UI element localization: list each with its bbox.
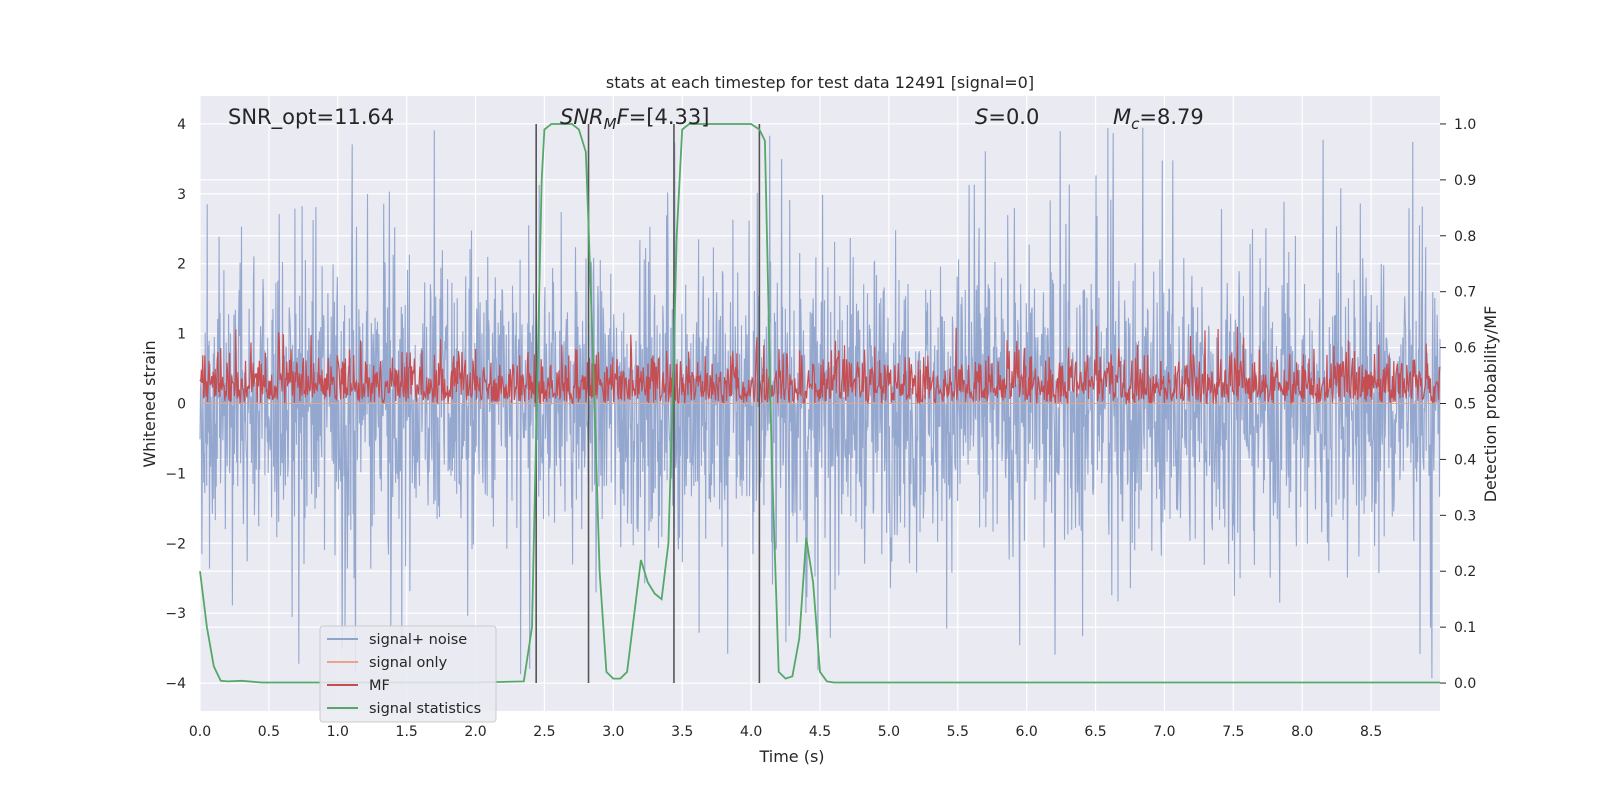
y2-tick-label: 0.2 <box>1454 564 1476 580</box>
y-tick-label: 3 <box>177 187 186 203</box>
y-tick-label: −2 <box>165 536 186 552</box>
y-axis-label: Whitened strain <box>140 340 159 467</box>
x-tick-label: 5.5 <box>947 724 969 740</box>
y2-tick-label: 0.7 <box>1454 285 1476 301</box>
y-tick-label: −1 <box>165 466 186 482</box>
x-tick-label: 3.0 <box>602 724 624 740</box>
chart-title: stats at each timestep for test data 124… <box>606 73 1034 92</box>
legend-box <box>319 625 497 723</box>
x-tick-label: 6.5 <box>1084 724 1106 740</box>
legend: signal+ noise signal only MF signal stat… <box>319 625 497 723</box>
y2-tick-label: 1.0 <box>1454 117 1476 133</box>
y2-tick-label: 0.4 <box>1454 452 1476 468</box>
x-tick-label: 3.5 <box>671 724 693 740</box>
legend-label-signal-only: signal only <box>369 655 448 671</box>
y2-tick-label: 0.0 <box>1454 676 1476 692</box>
series-signal-statistics <box>199 123 1440 684</box>
x-tick-label: 2.5 <box>533 724 555 740</box>
x-tick-label: 6.0 <box>1016 724 1038 740</box>
y-tick-label: 2 <box>177 257 186 273</box>
x-tick-label: 0.5 <box>258 724 280 740</box>
x-axis-ticks: 0.0 0.5 1.0 1.5 2.0 2.5 3.0 3.5 4.0 4.5 5.0 5.5 6.0 6… <box>189 724 1382 740</box>
annotation-s: S=0.0 <box>975 105 1039 129</box>
mf-line <box>199 326 1441 405</box>
y2-tick-label: 0.6 <box>1454 341 1476 357</box>
x-tick-label: 1.5 <box>396 724 418 740</box>
series-mf <box>199 326 1441 405</box>
legend-label-signal-noise: signal+ noise <box>369 632 467 648</box>
x-tick-label: 7.5 <box>1222 724 1244 740</box>
x-axis-label: Time (s) <box>758 747 824 766</box>
x-tick-label: 8.0 <box>1291 724 1313 740</box>
y-tick-label: −4 <box>165 676 186 692</box>
y-tick-label: −3 <box>165 606 186 622</box>
annotation-snr-opt: SNR_opt=11.64 <box>228 105 394 130</box>
x-tick-label: 4.0 <box>740 724 762 740</box>
y2-tick-label: 0.9 <box>1454 173 1476 189</box>
y-axis-ticks: −4 −3 −2 −1 0 1 2 3 4 <box>165 117 186 692</box>
x-tick-label: 0.0 <box>189 724 211 740</box>
y2-axis-ticks: 0.0 0.1 0.2 0.3 0.4 0.5 0.6 0.7 0.8 0.9 1.0 <box>1440 117 1476 692</box>
x-tick-label: 2.0 <box>464 724 486 740</box>
annotation-snr-mf: SNRMF=[4.33] <box>560 105 709 133</box>
y2-tick-label: 0.3 <box>1454 508 1476 524</box>
x-tick-label: 1.0 <box>327 724 349 740</box>
x-tick-label: 8.5 <box>1360 724 1382 740</box>
legend-label-signal-statistics: signal statistics <box>369 701 481 717</box>
legend-label-mf: MF <box>369 678 390 694</box>
y-tick-label: 1 <box>177 327 186 343</box>
y-tick-label: 0 <box>177 397 186 413</box>
y2-tick-label: 0.8 <box>1454 229 1476 245</box>
x-tick-label: 5.0 <box>878 724 900 740</box>
y-tick-label: 4 <box>177 117 186 133</box>
x-tick-label: 4.5 <box>809 724 831 740</box>
annotation-mc: Mc=8.79 <box>1113 105 1204 133</box>
signal-statistics-line <box>199 123 1440 684</box>
y2-tick-label: 0.1 <box>1454 620 1476 636</box>
y2-tick-label: 0.5 <box>1454 397 1476 413</box>
x-tick-label: 7.0 <box>1153 724 1175 740</box>
y2-axis-label: Detection probability/MF <box>1481 306 1500 503</box>
annotations: SNR_opt=11.64 SNRMF=[4.33] S=0.0 Mc=8.79 <box>228 105 1204 133</box>
